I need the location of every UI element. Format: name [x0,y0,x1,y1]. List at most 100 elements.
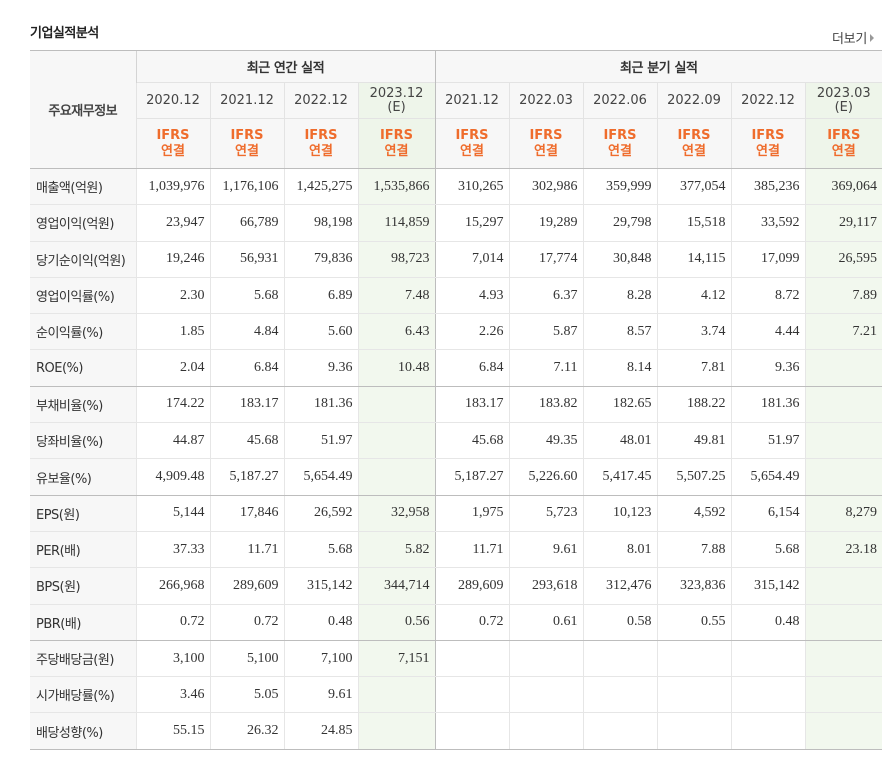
table-cell: 7.11 [508,349,583,387]
chevron-right-icon [869,33,874,42]
period-header: 2022.03 [508,82,583,119]
table-cell: 23,947 [135,204,210,242]
table-cell: 5,723 [508,495,583,532]
table-cell: 0.58 [582,604,657,641]
table-cell [508,712,583,750]
table-cell [357,676,435,714]
corner-header: 주요재무정보 [30,50,136,169]
consolidated-label: 연결 [682,143,706,159]
row-label: ROE(%) [30,349,136,387]
table-cell: 7.88 [656,531,731,569]
estimate-marker: (E) [387,99,406,115]
table-cell: 5,654.49 [283,458,358,496]
period-label: 2021.12 [220,92,274,108]
consolidated-label: 연결 [608,143,632,159]
table-row: EPS(원) 5,144 17,846 26,592 32,958 1,975 5,723 1… [30,495,883,532]
ifrs-header: IFRS 연결 [582,118,657,169]
table-cell: 174.22 [135,386,210,424]
table-cell [730,676,805,714]
ifrs-label: IFRS [156,127,190,143]
more-link[interactable]: 더보기 [832,28,874,47]
table-cell [434,676,509,714]
table-cell: 7,100 [283,640,358,678]
table-cell: 3,100 [135,640,210,678]
table-cell: 315,142 [730,567,805,605]
table-cell: 5,507.25 [656,458,731,496]
table-cell: 45.68 [434,422,509,460]
table-cell: 98,723 [357,241,435,278]
table-cell: 55.15 [135,712,210,750]
table-cell: 2.26 [434,313,509,351]
table-cell: 5,654.49 [730,458,805,496]
table-cell: 0.72 [135,604,210,641]
table-cell: 377,054 [656,168,731,206]
table-cell [804,676,883,714]
table-cell: 310,265 [434,168,509,206]
table-cell [508,640,583,678]
row-label: 부채비율(%) [30,386,136,424]
table-cell [582,676,657,714]
row-label: 영업이익(억원) [30,204,136,242]
ifrs-header: IFRS 연결 [209,118,284,169]
table-cell: 302,986 [508,168,583,206]
table-cell [804,604,883,641]
period-label: 2022.06 [593,92,647,108]
period-label: 2022.12 [294,92,348,108]
table-cell: 51.97 [730,422,805,460]
row-label: PER(배) [30,531,136,569]
table-cell: 4,592 [656,495,731,532]
ifrs-label: IFRS [304,127,338,143]
table-cell [656,712,731,750]
table-row: 매출액(억원) 1,039,976 1,176,106 1,425,275 1,535,… [30,168,883,206]
table-cell: 6.43 [357,313,435,351]
table-cell: 266,968 [135,567,210,605]
table-cell: 6.37 [508,277,583,315]
consolidated-label: 연결 [384,143,409,159]
table-cell [730,712,805,750]
period-header: 2022.09 [656,82,731,119]
ifrs-label: IFRS [827,127,861,143]
table-cell: 66,789 [209,204,284,242]
table-cell: 183.82 [508,386,583,424]
table-cell: 369,064 [804,168,883,206]
period-header: 2021.12 [434,82,509,119]
table-cell: 4.12 [656,277,731,315]
ifrs-header: IFRS 연결 [434,118,509,169]
ifrs-header: IFRS 연결 [804,118,883,169]
table-row: ROE(%) 2.04 6.84 9.36 10.48 6.84 7.11 8.14 7.81 9… [30,349,883,387]
period-label: 2022.09 [667,92,721,108]
table-row: PBR(배) 0.72 0.72 0.48 0.56 0.72 0.61 0.58 0.55 0.… [30,604,883,641]
table-cell: 17,846 [209,495,284,532]
table-row: 영업이익(억원) 23,947 66,789 98,198 114,859 15,297 1… [30,204,883,242]
table-cell: 0.72 [209,604,284,641]
table-row: 주당배당금(원) 3,100 5,100 7,100 7,151 [30,640,883,678]
table-cell: 182.65 [582,386,657,424]
table-cell: 0.72 [434,604,509,641]
ifrs-header: IFRS 연결 [283,118,358,169]
table-cell: 5.68 [730,531,805,569]
consolidated-label: 연결 [309,143,333,159]
table-cell: 33,592 [730,204,805,242]
table-cell: 4.93 [434,277,509,315]
table-cell: 26.32 [209,712,284,750]
annual-group-header: 최근 연간 실적 [135,50,435,83]
table-cell: 188.22 [656,386,731,424]
table-row: 유보율(%) 4,909.48 5,187.27 5,654.49 5,187.27 5,… [30,458,883,496]
table-row: 당좌비율(%) 44.87 45.68 51.97 45.68 49.35 48.01 49.… [30,422,883,460]
table-cell: 5.82 [357,531,435,569]
table-cell: 1,975 [434,495,509,532]
table-cell: 37.33 [135,531,210,569]
table-cell: 8.28 [582,277,657,315]
table-cell [804,567,883,605]
table-cell: 11.71 [209,531,284,569]
table-cell: 9.36 [730,349,805,387]
row-label: 유보율(%) [30,458,136,496]
table-cell: 29,117 [804,204,883,242]
table-cell: 0.48 [730,604,805,641]
table-cell: 1,176,106 [209,168,284,206]
row-label: EPS(원) [30,495,136,532]
table-cell: 30,848 [582,241,657,278]
row-label: 시가배당률(%) [30,676,136,714]
table-cell: 8.72 [730,277,805,315]
table-cell [508,676,583,714]
